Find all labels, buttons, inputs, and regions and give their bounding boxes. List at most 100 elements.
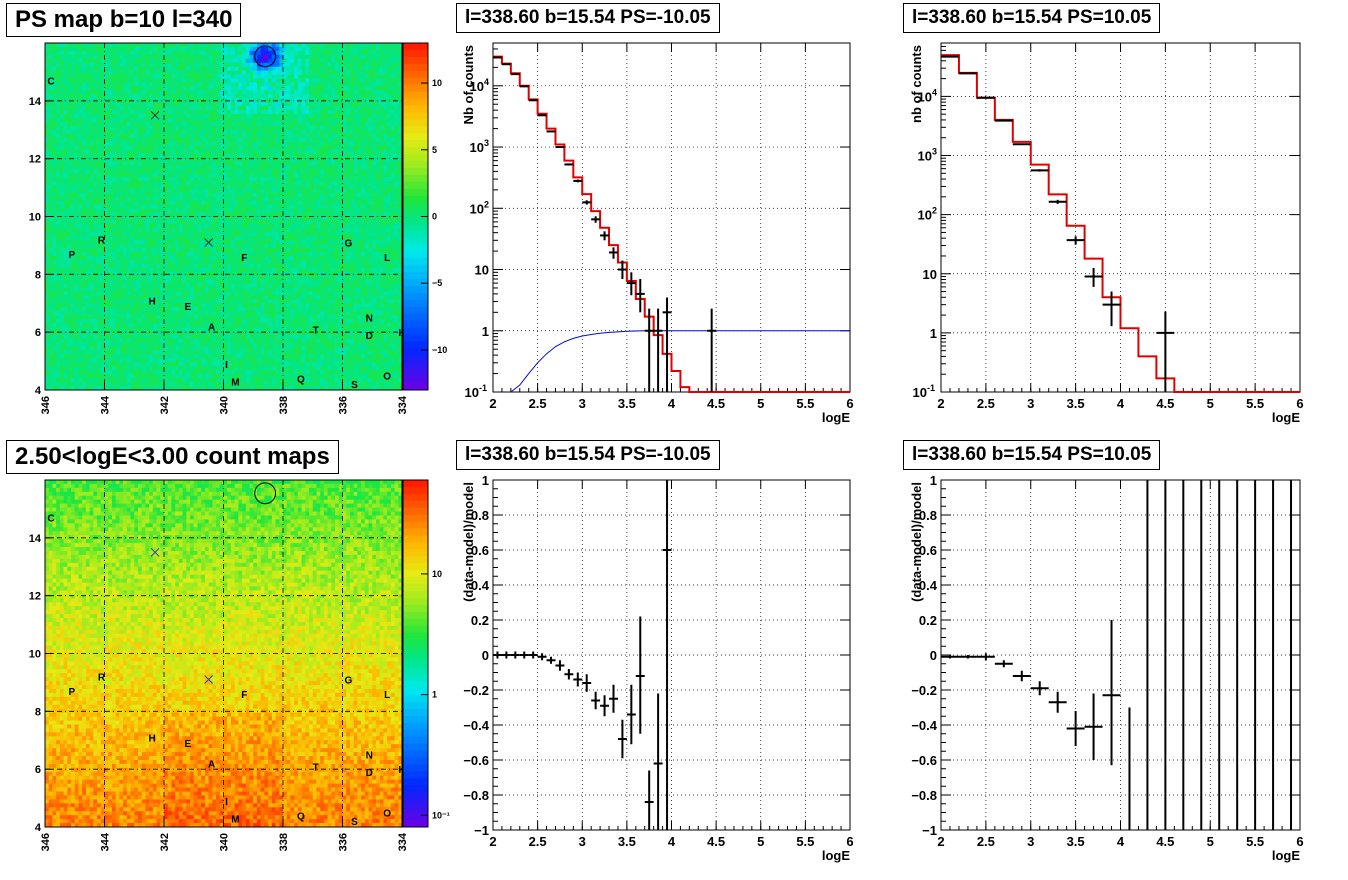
map-cell — [364, 117, 369, 123]
map-cell — [368, 149, 373, 154]
map-cell — [320, 192, 325, 198]
map-cell — [346, 94, 351, 99]
map-cell — [294, 244, 299, 249]
map-cell — [212, 121, 217, 127]
map-cell — [126, 188, 131, 194]
map-cell — [375, 240, 381, 245]
map-cell — [260, 224, 265, 229]
map-cell — [78, 240, 83, 245]
map-cell — [67, 145, 72, 150]
map-cell — [145, 113, 150, 119]
map-cell — [108, 169, 113, 174]
map-cell — [331, 94, 336, 99]
map-cell — [137, 236, 143, 241]
map-cell — [268, 196, 273, 202]
map-cell — [164, 94, 169, 99]
map-cell — [93, 157, 98, 162]
map-cell — [394, 184, 399, 190]
map-cell — [394, 78, 399, 83]
map-cell — [97, 106, 102, 111]
map-cell — [361, 181, 366, 186]
map-cell — [320, 66, 325, 71]
map-cell — [145, 58, 150, 64]
map-cell — [171, 82, 176, 87]
map-cell — [286, 66, 291, 71]
map-cell — [104, 94, 109, 99]
map-cell — [279, 177, 284, 182]
map-cell — [164, 208, 169, 213]
map-cell — [301, 244, 306, 249]
map-cell — [119, 157, 124, 162]
map-cell — [82, 240, 87, 245]
map-cell — [368, 106, 373, 111]
map-cell — [398, 117, 403, 123]
map-cell — [71, 90, 76, 95]
map-cell — [219, 208, 224, 213]
map-cell — [312, 94, 317, 99]
map-cell — [286, 173, 291, 178]
map-cell — [230, 66, 236, 71]
map-cell — [89, 216, 94, 221]
map-cell — [398, 125, 403, 131]
map-cell — [387, 236, 392, 241]
map-cell — [349, 208, 355, 213]
map-cell — [286, 204, 291, 209]
map-cell — [349, 86, 355, 91]
map-cell — [364, 43, 369, 48]
map-cell — [208, 244, 213, 249]
map-cell — [283, 240, 288, 245]
map-cell — [56, 43, 61, 48]
map-cell — [387, 192, 392, 198]
map-cell — [342, 224, 347, 229]
map-cell — [160, 192, 165, 198]
map-cell — [364, 102, 369, 107]
map-cell — [316, 244, 321, 249]
map-cell — [242, 208, 247, 213]
map-cell — [130, 228, 135, 233]
map-cell — [97, 188, 102, 194]
map-cell — [56, 248, 61, 253]
map-cell — [164, 54, 169, 60]
map-cell — [115, 232, 120, 237]
map-cell — [171, 200, 176, 206]
map-cell — [245, 232, 250, 237]
map-cell — [242, 220, 247, 225]
map-cell — [82, 110, 87, 115]
map-cell — [309, 220, 314, 225]
map-cell — [175, 66, 180, 71]
map-cell — [216, 54, 221, 60]
map-cell — [197, 236, 202, 241]
map-cell — [398, 192, 403, 198]
map-cell — [145, 78, 150, 83]
map-cell — [197, 141, 202, 146]
map-cell — [353, 121, 358, 127]
map-cell — [253, 86, 258, 91]
map-cell — [390, 208, 395, 213]
map-cell — [279, 173, 284, 178]
map-cell — [52, 121, 57, 127]
map-cell — [160, 224, 165, 229]
map-cell — [268, 236, 273, 241]
map-cell — [67, 153, 72, 158]
map-cell — [342, 117, 347, 123]
map-cell — [93, 169, 98, 174]
map-cell — [145, 153, 150, 158]
map-cell — [227, 113, 232, 119]
map-cell — [152, 177, 157, 182]
map-cell — [145, 98, 150, 103]
map-cell — [59, 153, 64, 158]
map-cell — [63, 161, 68, 166]
map-cell — [89, 244, 94, 249]
map-cell — [327, 129, 332, 135]
map-cell — [115, 169, 120, 174]
map-cell — [309, 133, 314, 138]
map-cell — [387, 181, 392, 186]
map-cell — [394, 46, 399, 52]
map-cell — [201, 204, 206, 209]
map-cell — [398, 62, 403, 68]
map-cell — [301, 232, 306, 237]
map-cell — [271, 141, 276, 146]
map-cell — [327, 70, 332, 75]
map-cell — [387, 129, 392, 135]
map-cell — [130, 181, 135, 186]
